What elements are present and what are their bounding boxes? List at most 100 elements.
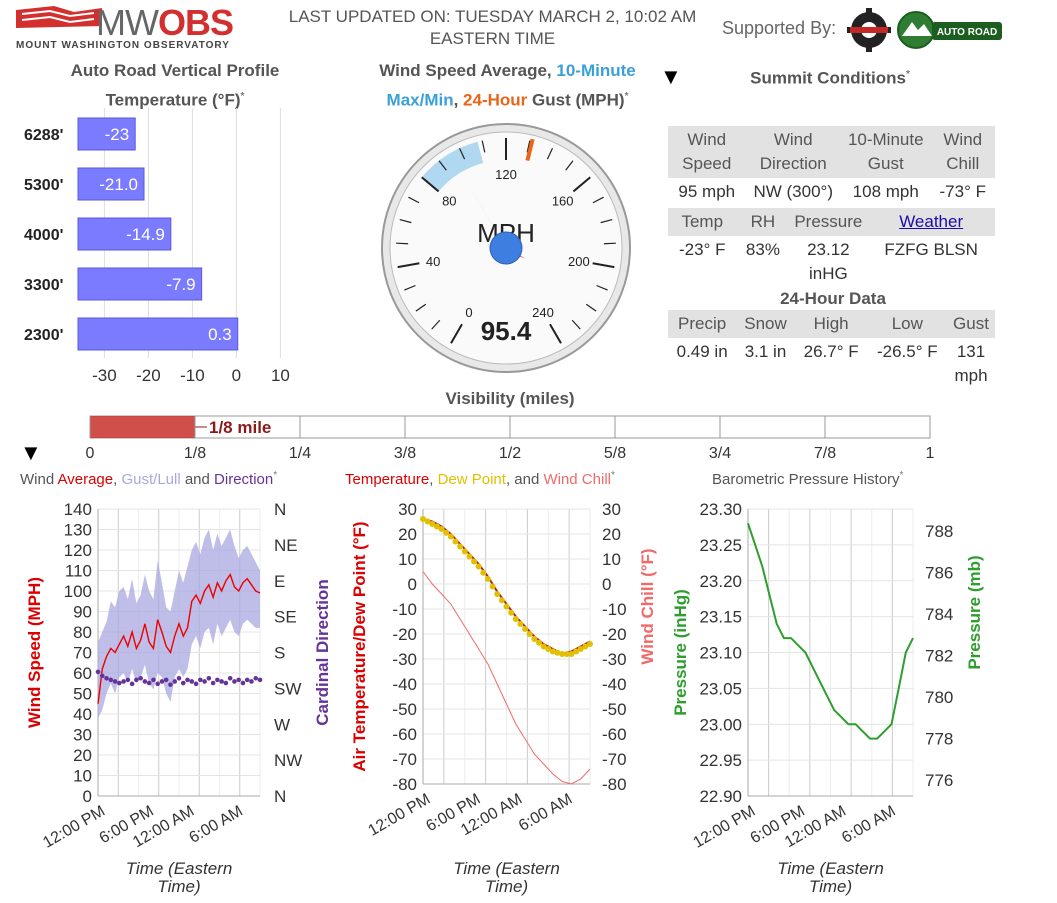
temp-title-1: Temperature [345, 471, 430, 488]
temp-y2-tick-label: -80 [602, 775, 627, 794]
last-updated: LAST UPDATED ON: TUESDAY MARCH 2, 10:02 … [288, 7, 697, 26]
mwobs-logo-graphic [16, 6, 102, 28]
gauge-toggle-icon[interactable]: ▼ [660, 64, 682, 89]
sponsor-auto-road-logo[interactable]: AUTO ROAD [896, 10, 1004, 50]
dewpoint-point [424, 518, 431, 525]
wind-direction-point [176, 675, 182, 681]
head-snow: Snow [744, 314, 787, 333]
gauge-tick-label: 160 [552, 193, 574, 208]
dewpoint-point [420, 516, 426, 522]
charts-toggle-icon[interactable]: ▼ [20, 440, 42, 465]
gauge-tick-label: 0 [465, 305, 472, 320]
profile-title-unit: Temperature (°F) [105, 90, 241, 110]
windchill-line [422, 571, 591, 785]
wind-y2-tick-label: N [274, 500, 286, 519]
profile-bar [77, 117, 136, 151]
chart-y-tick-label: 110 [65, 562, 92, 581]
visibility-tick-label: 1/4 [289, 445, 311, 462]
dewpoint-point [433, 523, 440, 530]
chart-x-axis-label: Time) [157, 877, 200, 896]
logo-wordmark: MWOBS [96, 2, 234, 43]
val-10min-gust: 108 mph [852, 182, 919, 201]
wind-direction-point [202, 679, 207, 684]
gauge-tick [438, 160, 447, 171]
baro-y2-tick-label: 786 [925, 564, 953, 583]
dewpoint-point [582, 643, 589, 650]
gauge-tick [458, 148, 466, 160]
wind-y2-tick-label: W [274, 715, 290, 734]
gauge-tick [415, 303, 427, 312]
mwobs-logo[interactable] [14, 2, 259, 54]
gauge-title-2: 10-Minute [556, 61, 636, 80]
gauge-tick [585, 303, 597, 312]
temp-y2-tick-label: -50 [602, 700, 627, 719]
chart-y-tick-label: 23.25 [699, 536, 742, 555]
baro-y2-tick-label: 784 [925, 605, 953, 624]
chart-y-tick-label: 23.05 [699, 679, 742, 698]
baro-y2-tick-label: 780 [925, 688, 953, 707]
gauge-title-4: , [453, 90, 464, 110]
wind-title-2: Average [57, 471, 114, 488]
baro-y2-axis-label: Pressure (mb) [965, 555, 984, 669]
wind-direction-point [244, 677, 250, 683]
chart-y-tick-label: -40 [392, 675, 417, 694]
wind-direction-point [104, 675, 109, 681]
val-gust: 131 mph [954, 342, 988, 385]
chart-x-tick-label: 6:00 AM [186, 803, 245, 847]
gauge-tick [396, 242, 409, 245]
weather-link[interactable]: Weather [899, 212, 964, 231]
visibility-tick-label: 1/8 [184, 445, 206, 462]
wind-direction-point [240, 680, 246, 686]
baro-y2-tick-label: 788 [925, 522, 953, 541]
baro-title: Barometric Pressure History [712, 471, 900, 488]
svg-text:AUTO ROAD: AUTO ROAD [937, 27, 997, 38]
chart-y-tick-label: 90 [73, 603, 92, 622]
visibility-tick-label: 1/2 [499, 445, 521, 462]
visibility-value: 1/8 mile [209, 418, 271, 437]
chart-y-tick-label: 0 [408, 575, 417, 594]
chart-y-tick-label: 30 [73, 726, 92, 745]
wind-direction-point [236, 677, 241, 683]
dewpoint-point [480, 569, 487, 576]
chart-y-tick-label: 10 [398, 550, 417, 569]
profile-tick-label: -10 [180, 366, 205, 385]
profile-bar [77, 167, 145, 201]
dewpoint-point [452, 538, 459, 545]
head-low: Low [891, 314, 923, 333]
head-wind-direction: Wind Direction [759, 130, 827, 173]
sponsor-gear-icon[interactable] [846, 8, 892, 52]
head-precip: Precip [678, 314, 727, 333]
profile-elevation-label: 6288' [24, 127, 63, 144]
head-temp: Temp [681, 212, 724, 231]
temp-y2-tick-label: 0 [602, 575, 611, 594]
temp-y-axis-label: Air Temperature/Dew Point (°F) [350, 521, 369, 771]
temp-title-3: Dew Point [437, 471, 506, 488]
wind-direction-point [121, 679, 126, 684]
dewpoint-point [494, 591, 501, 597]
visibility-fill [90, 416, 195, 438]
profile-elevation-label: 2300' [24, 327, 63, 344]
profile-chart: -30 -20 -10 0 10 6288' -23 5300' -21.0 4000' -14.9… [24, 108, 290, 385]
val-snow: 3.1 in [744, 342, 787, 361]
temp-title-2: , [429, 471, 438, 488]
gauge-tick [565, 160, 574, 171]
wind-direction-point [253, 675, 259, 681]
visibility-bar: 1/8 mile 0 1/8 1/4 3/8 1/2 5/8 3/4 7/8 1 [86, 415, 935, 462]
gauge-tick [526, 140, 531, 153]
profile-bar-label: -14.9 [126, 225, 165, 244]
wind-direction-point [189, 679, 195, 684]
gauge-tick [399, 218, 412, 224]
temp-y2-tick-label: -20 [602, 625, 627, 644]
visibility-tick-label: 7/8 [814, 445, 836, 462]
head-wind-speed: Wind Speed [682, 130, 732, 173]
gauge-title-1: Wind Speed Average, [379, 61, 557, 80]
val-low: -26.5° F [876, 342, 938, 361]
visibility-tick-label: 1 [926, 445, 935, 462]
wind-direction-point [249, 679, 254, 684]
profile-bar [77, 217, 172, 251]
summit-title: Summit Conditions [750, 68, 906, 88]
temp-y2-tick-label: 20 [602, 525, 621, 544]
wind-direction-point [146, 680, 152, 686]
wind-direction-point [198, 677, 203, 683]
dewpoint-point [489, 583, 496, 590]
